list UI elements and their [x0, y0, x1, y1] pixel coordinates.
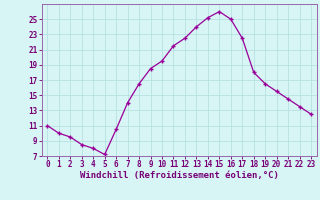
X-axis label: Windchill (Refroidissement éolien,°C): Windchill (Refroidissement éolien,°C): [80, 171, 279, 180]
